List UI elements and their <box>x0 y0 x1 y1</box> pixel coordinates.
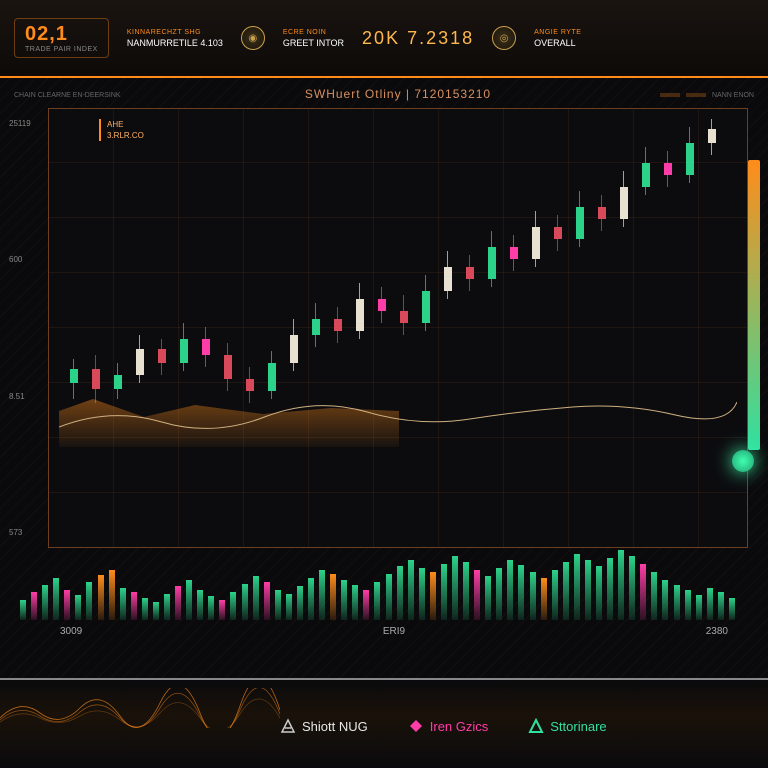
volume-bar[interactable] <box>718 592 724 620</box>
volume-bar[interactable] <box>485 576 491 620</box>
volume-bar[interactable] <box>53 578 59 620</box>
volume-bar[interactable] <box>153 602 159 620</box>
badge-sub: TRADE PAIR INDEX <box>25 46 98 53</box>
brand-1-icon <box>280 718 296 734</box>
volume-bar[interactable] <box>685 590 691 620</box>
volume-bar[interactable] <box>319 570 325 620</box>
price-display: 20K 7.2318 <box>362 28 474 49</box>
footer-wave <box>0 688 280 728</box>
marker-dot[interactable] <box>732 450 754 472</box>
volume-bar[interactable] <box>20 600 26 620</box>
volume-bar[interactable] <box>696 595 702 620</box>
volume-bar[interactable] <box>507 560 513 620</box>
volume-bar[interactable] <box>164 594 170 620</box>
volume-bar[interactable] <box>563 562 569 620</box>
volume-bar[interactable] <box>131 592 137 620</box>
volume-bar[interactable] <box>585 560 591 620</box>
volume-bar[interactable] <box>430 572 436 620</box>
volume-bar[interactable] <box>596 566 602 620</box>
volume-bar[interactable] <box>42 585 48 620</box>
brand-3-icon <box>528 718 544 734</box>
volume-bar[interactable] <box>297 586 303 620</box>
volume-panel <box>20 540 748 620</box>
volume-bar[interactable] <box>75 595 81 620</box>
volume-bar[interactable] <box>120 588 126 620</box>
brand-1[interactable]: Shiott NUG <box>280 718 368 734</box>
volume-bar[interactable] <box>64 590 70 620</box>
metric-2: ECRE NOIN GREET INTOR <box>283 29 344 48</box>
volume-bar[interactable] <box>651 572 657 620</box>
volume-bar[interactable] <box>175 586 181 620</box>
metric-3: ANGIE RYTE OVERALL <box>534 29 581 48</box>
coin-icon: ◉ <box>241 26 265 50</box>
volume-bar[interactable] <box>142 598 148 620</box>
volume-bar[interactable] <box>452 556 458 620</box>
sub-right: NANN ENON <box>712 92 754 99</box>
volume-bar[interactable] <box>518 565 524 620</box>
volume-bar[interactable] <box>208 596 214 620</box>
volume-bar[interactable] <box>674 585 680 620</box>
volume-bar[interactable] <box>374 582 380 620</box>
candlestick-series <box>59 119 737 419</box>
volume-bar[interactable] <box>662 580 668 620</box>
volume-bar[interactable] <box>98 575 104 620</box>
footer-brands: Shiott NUG Iren Gzics Sttorinare <box>280 718 748 734</box>
badge-number: 02,1 <box>25 23 98 46</box>
coin-icon-2: ◎ <box>492 26 516 50</box>
volume-bar[interactable] <box>286 594 292 620</box>
volume-bar[interactable] <box>330 574 336 620</box>
volume-bar[interactable] <box>341 580 347 620</box>
volume-bar[interactable] <box>474 570 480 620</box>
volume-bar[interactable] <box>574 554 580 620</box>
volume-bar[interactable] <box>197 590 203 620</box>
volume-bar[interactable] <box>264 582 270 620</box>
mini-indicator: NANN ENON <box>660 92 754 99</box>
volume-bar[interactable] <box>552 570 558 620</box>
volume-bar[interactable] <box>308 578 314 620</box>
y-axis: 25119 600 8.51 573 <box>9 109 31 547</box>
brand-3[interactable]: Sttorinare <box>528 718 606 734</box>
brand-2[interactable]: Iren Gzics <box>408 718 489 734</box>
sidebar-scale <box>748 160 760 450</box>
volume-bar[interactable] <box>275 590 281 620</box>
volume-bar[interactable] <box>31 592 37 620</box>
volume-bar[interactable] <box>640 564 646 620</box>
volume-bar[interactable] <box>408 560 414 620</box>
volume-bar[interactable] <box>352 585 358 620</box>
pair-badge[interactable]: 02,1 TRADE PAIR INDEX <box>14 18 109 58</box>
volume-bar[interactable] <box>386 574 392 620</box>
indicator-line <box>59 387 737 457</box>
volume-bar[interactable] <box>397 566 403 620</box>
volume-bar[interactable] <box>541 578 547 620</box>
volume-bar[interactable] <box>629 556 635 620</box>
volume-bar[interactable] <box>86 582 92 620</box>
volume-bar[interactable] <box>419 568 425 620</box>
chart-panel[interactable]: SWHuert Otliny | 7120153210 AHE 3.RLR.CO… <box>48 108 748 548</box>
volume-bar[interactable] <box>618 550 624 620</box>
volume-bar[interactable] <box>496 568 502 620</box>
volume-bar[interactable] <box>530 572 536 620</box>
volume-bar[interactable] <box>230 592 236 620</box>
chart-title: SWHuert Otliny | 7120153210 <box>305 87 491 101</box>
volume-bar[interactable] <box>242 584 248 620</box>
volume-bar[interactable] <box>186 580 192 620</box>
brand-2-icon <box>408 718 424 734</box>
volume-bar[interactable] <box>441 564 447 620</box>
volume-bar[interactable] <box>463 562 469 620</box>
metric-1: KINNARECHZT SHG NANMURRETILE 4.103 <box>127 29 223 48</box>
volume-bar[interactable] <box>707 588 713 620</box>
x-axis: 3009 ERI9 2380 <box>60 626 728 637</box>
volume-bar[interactable] <box>109 570 115 620</box>
volume-bar[interactable] <box>607 558 613 620</box>
top-bar: 02,1 TRADE PAIR INDEX KINNARECHZT SHG NA… <box>0 0 768 78</box>
volume-bar[interactable] <box>253 576 259 620</box>
volume-bar[interactable] <box>729 598 735 620</box>
volume-bar[interactable] <box>363 590 369 620</box>
volume-bar[interactable] <box>219 600 225 620</box>
footer: Shiott NUG Iren Gzics Sttorinare <box>0 678 768 768</box>
sub-left: CHAIN CLEARNE EN-DEERSINK <box>14 92 121 99</box>
